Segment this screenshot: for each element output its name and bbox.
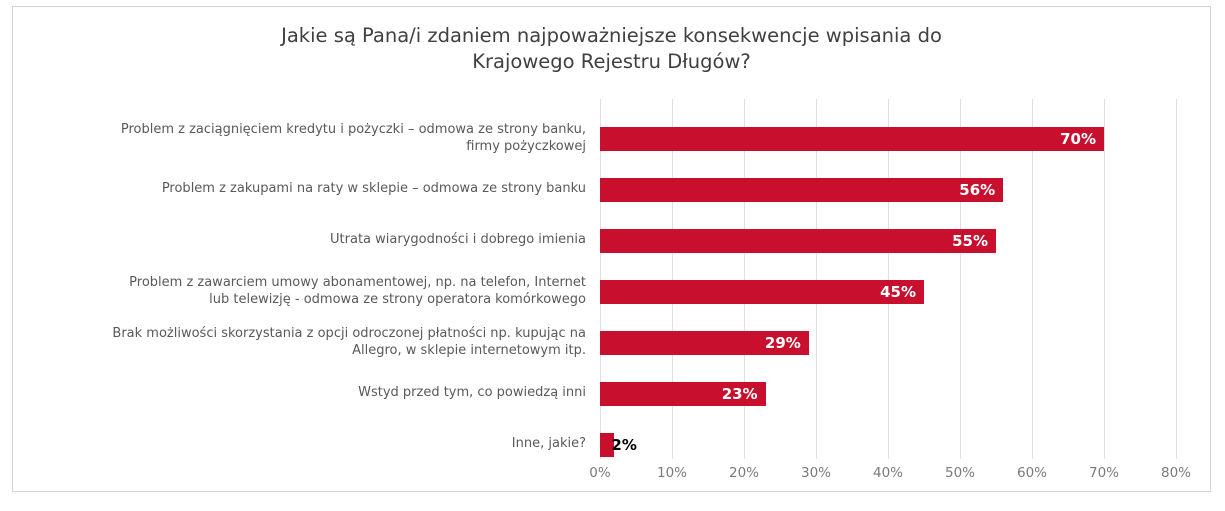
chart-title: Jakie są Pana/i zdaniem najpoważniejsze … [13, 23, 1210, 76]
value-label: 56% [959, 180, 996, 199]
bar-row: Brak możliwości skorzystania z opcji odr… [13, 317, 1210, 368]
x-axis-tick: 50% [944, 465, 976, 481]
gridline [1176, 99, 1177, 459]
value-label: 2% [611, 435, 637, 454]
value-label: 45% [880, 282, 916, 301]
gridline [960, 99, 961, 459]
gridline [888, 99, 889, 459]
category-label-line: Allegro, w sklepie internetowym itp. [352, 342, 586, 358]
category-label: Problem z zaciągnięciem kredytu i pożycz… [13, 122, 600, 156]
bar: 70% [600, 126, 1104, 151]
x-axis-tick: 70% [1088, 465, 1120, 481]
bar-track: 29% [600, 330, 1210, 355]
gridline [1104, 99, 1105, 459]
value-label: 70% [1060, 129, 1096, 148]
category-label-line: Utrata wiarygodności i dobrego imienia [330, 232, 586, 248]
category-label: Inne, jakie? [13, 436, 600, 453]
x-axis-tick: 30% [800, 465, 832, 481]
category-label: Brak możliwości skorzystania z opcji odr… [13, 326, 600, 360]
bar-track: 23% [600, 381, 1210, 406]
value-label: 55% [952, 231, 988, 250]
bar: 23% [600, 381, 766, 406]
x-axis-tick: 60% [1016, 465, 1048, 481]
category-label-line: Wstyd przed tym, co powiedzą inni [358, 385, 586, 401]
bar-track: 56% [600, 177, 1210, 202]
bar-row: Utrata wiarygodności i dobrego imienia 55… [13, 215, 1210, 266]
bar-track: 2% [600, 432, 1210, 457]
bar-row: Inne, jakie? 2% [13, 419, 1210, 470]
bar-track: 70% [600, 126, 1210, 151]
chart-title-line-2: Krajowego Rejestru Długów? [472, 50, 751, 74]
x-axis-tick: 10% [656, 465, 688, 481]
x-axis-tick: 0% [589, 465, 611, 481]
bar-row: Problem z zakupami na raty w sklepie – o… [13, 164, 1210, 215]
category-label: Utrata wiarygodności i dobrego imienia [13, 232, 600, 249]
x-axis-tick: 80% [1160, 465, 1192, 481]
category-label-line: lub telewizję - odmowa ze strony operato… [209, 291, 586, 307]
category-label-line: Brak możliwości skorzystania z opcji odr… [112, 325, 586, 341]
bar: 45% [600, 279, 924, 304]
x-axis-tick: 20% [728, 465, 760, 481]
chart-title-line-1: Jakie są Pana/i zdaniem najpoważniejsze … [281, 24, 942, 47]
bar: 56% [600, 177, 1004, 202]
gridlines [600, 99, 1178, 459]
category-label: Wstyd przed tym, co powiedzą inni [13, 385, 600, 402]
bar-row: Problem z zaciągnięciem kredytu i pożycz… [13, 113, 1210, 164]
gridline [672, 99, 673, 459]
category-label-line: Problem z zaciągnięciem kredytu i pożycz… [120, 121, 586, 137]
gridline [600, 99, 601, 459]
bar-track: 45% [600, 279, 1210, 304]
category-label-line: firmy pożyczkowej [466, 138, 586, 154]
bar-row: Problem z zawarciem umowy abonamentowej,… [13, 266, 1210, 317]
x-axis: 0% 10% 20% 30% 40% 50% 60% 70% 80% [589, 465, 1191, 487]
value-label: 23% [721, 384, 758, 403]
category-label-line: Problem z zakupami na raty w sklepie – o… [161, 181, 586, 197]
bar-rows: Problem z zaciągnięciem kredytu i pożycz… [13, 113, 1210, 470]
gridline [816, 99, 817, 459]
gridline [1032, 99, 1033, 459]
category-label-line: Problem z zawarciem umowy abonamentowej,… [129, 274, 586, 290]
category-label: Problem z zakupami na raty w sklepie – o… [13, 181, 600, 198]
category-label: Problem z zawarciem umowy abonamentowej,… [13, 275, 600, 309]
gridline [744, 99, 745, 459]
bar: 2% [600, 432, 637, 457]
value-label: 29% [764, 333, 801, 352]
bar-track: 55% [600, 228, 1210, 253]
plot-area: Problem z zaciągnięciem kredytu i pożycz… [13, 99, 1210, 481]
x-axis-tick: 40% [872, 465, 904, 481]
category-label-line: Inne, jakie? [511, 436, 586, 452]
bar: 29% [600, 330, 809, 355]
bar-row: Wstyd przed tym, co powiedzą inni 23% [13, 368, 1210, 419]
chart-panel: Jakie są Pana/i zdaniem najpoważniejsze … [12, 6, 1211, 492]
bar: 55% [600, 228, 996, 253]
